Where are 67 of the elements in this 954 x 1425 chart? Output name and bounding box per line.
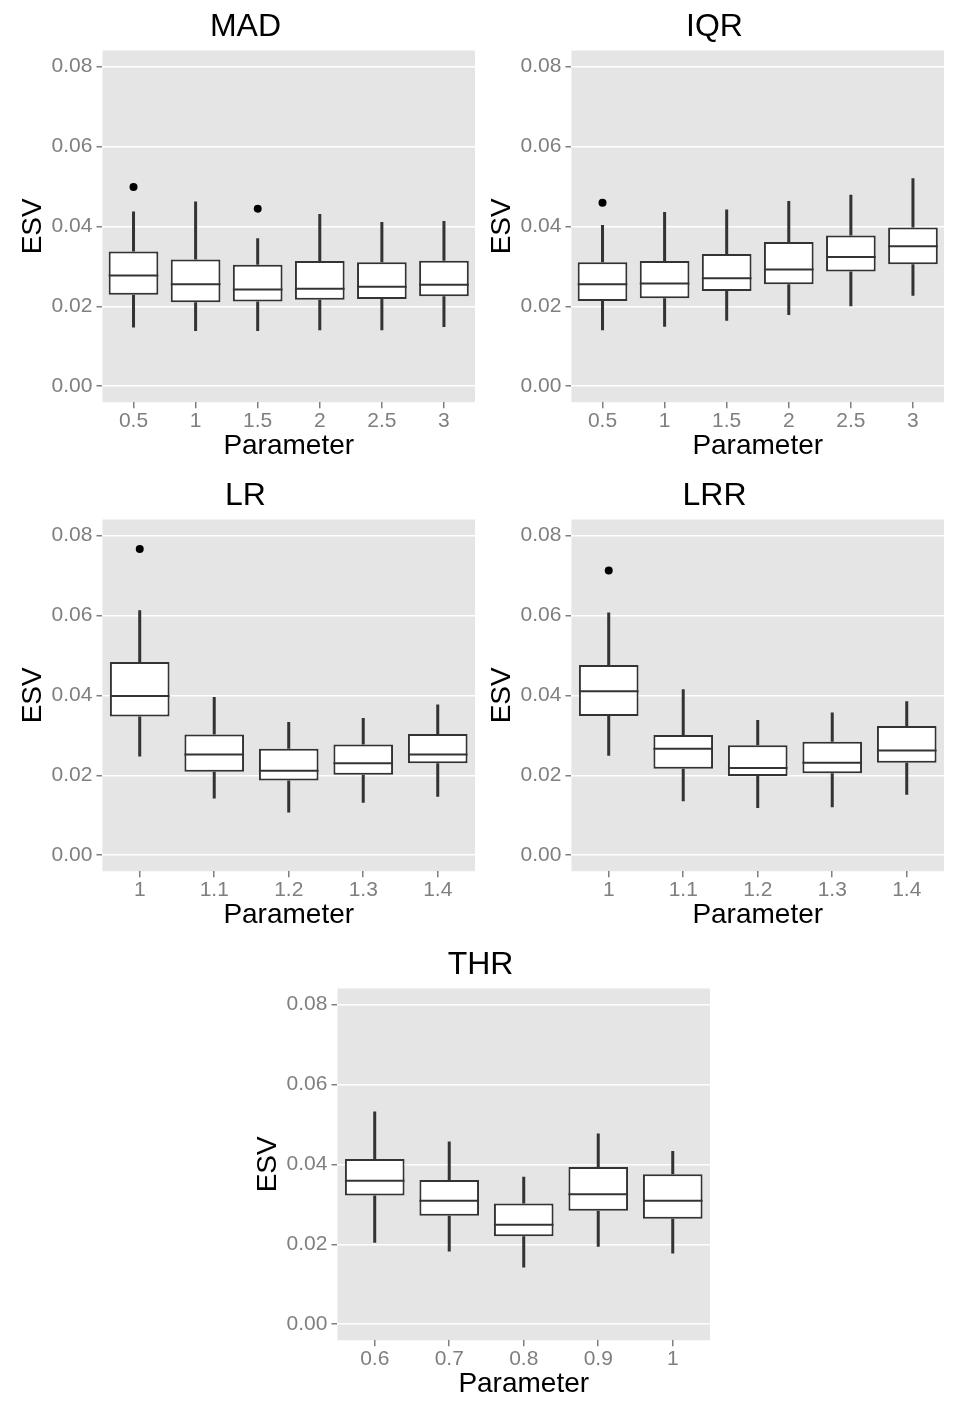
y-axis-title: ESV — [484, 197, 516, 255]
y-tick-label: 0.08 — [520, 522, 562, 546]
y-tick-label: 0.04 — [286, 1151, 328, 1175]
y-tick-label: 0.06 — [51, 133, 93, 157]
x-axis-title: Parameter — [223, 897, 355, 929]
y-tick-label: 0.02 — [520, 293, 562, 317]
x-tick-label: 1.2 — [743, 876, 773, 900]
chart-title: LR — [225, 476, 266, 513]
y-tick-label: 0.02 — [286, 1231, 327, 1255]
x-tick-label: 1.3 — [348, 876, 378, 900]
x-tick-label: 2.5 — [836, 407, 866, 431]
x-axis-title: Parameter — [457, 1366, 589, 1398]
y-tick-label: 0.06 — [51, 602, 93, 626]
y-tick-label: 0.04 — [51, 213, 93, 237]
x-tick-label: 0.8 — [508, 1345, 538, 1369]
x-tick-label: 1.4 — [892, 876, 922, 900]
y-tick-label: 0.00 — [286, 1311, 327, 1335]
y-axis-title: ESV — [484, 666, 516, 724]
y-tick-label: 0.00 — [51, 373, 93, 397]
x-tick-label: 1 — [602, 876, 615, 900]
y-tick-label: 0.08 — [286, 991, 327, 1015]
x-tick-label: 0.7 — [434, 1345, 464, 1369]
chart-title: MAD — [209, 7, 282, 44]
x-tick-label: 3 — [438, 407, 450, 431]
x-tick-label: 1 — [658, 407, 671, 431]
y-tick-label: 0.08 — [51, 522, 93, 546]
x-tick-label: 0.5 — [587, 407, 618, 431]
y-tick-label: 0.02 — [51, 762, 93, 786]
x-axis-title: Parameter — [692, 897, 824, 929]
x-tick-label: 3 — [907, 407, 919, 431]
x-tick-label: 0.5 — [118, 407, 149, 431]
y-axis-title: ESV — [250, 1135, 282, 1193]
x-tick-label: 1 — [133, 876, 146, 900]
x-tick-label: 0.9 — [583, 1345, 613, 1369]
y-axis-title: ESV — [15, 666, 47, 724]
y-axis-title: ESV — [15, 197, 47, 255]
x-tick-label: 2 — [782, 407, 795, 431]
y-tick-label: 0.06 — [286, 1071, 327, 1095]
y-tick-label: 0.02 — [51, 293, 93, 317]
x-tick-label: 1 — [189, 407, 202, 431]
x-tick-label: 2 — [313, 407, 326, 431]
chart-title: LRR — [682, 476, 747, 513]
x-tick-label: 1.5 — [243, 407, 273, 431]
y-tick-label: 0.04 — [520, 213, 562, 237]
x-tick-label: 1.2 — [274, 876, 304, 900]
x-tick-label: 1.1 — [199, 876, 229, 900]
x-tick-label: 0.6 — [359, 1345, 389, 1369]
y-tick-label: 0.00 — [520, 373, 562, 397]
y-tick-label: 0.08 — [51, 53, 93, 77]
x-axis-title: Parameter — [692, 428, 824, 460]
x-tick-label: 1.5 — [712, 407, 742, 431]
x-tick-label: 1.3 — [817, 876, 847, 900]
y-tick-label: 0.00 — [51, 842, 93, 866]
x-axis-title: Parameter — [223, 428, 355, 460]
chart-title: THR — [447, 945, 513, 982]
x-tick-label: 2.5 — [367, 407, 397, 431]
y-tick-label: 0.06 — [520, 133, 562, 157]
y-tick-label: 0.06 — [520, 602, 562, 626]
y-tick-label: 0.08 — [520, 53, 562, 77]
chart-title: IQR — [686, 7, 743, 44]
y-tick-label: 0.04 — [51, 682, 93, 706]
y-tick-label: 0.00 — [520, 842, 562, 866]
x-tick-label: 1.4 — [423, 876, 453, 900]
x-tick-label: 1 — [666, 1345, 679, 1369]
y-tick-label: 0.02 — [520, 762, 562, 786]
x-tick-label: 1.1 — [668, 876, 698, 900]
y-tick-label: 0.04 — [520, 682, 562, 706]
